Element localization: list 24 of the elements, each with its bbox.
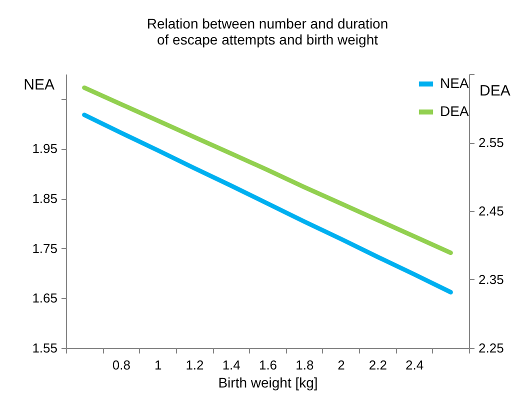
x-axis-title: Birth weight [kg]: [218, 374, 318, 390]
y-tick-label: 1.55: [32, 340, 58, 356]
chart-title: Relation between number and duration of escape attempts and birth weight: [146, 16, 388, 48]
y2-tick-label: 2.35: [478, 272, 504, 287]
x-tick-label: 1.8: [296, 358, 314, 372]
x-tick-label: 2: [338, 358, 345, 372]
y-tick-label: 1.95: [32, 141, 58, 156]
x-tick-label: 1.6: [258, 358, 278, 372]
y2-tick-label: 2.25: [478, 340, 504, 356]
y2-tick-label: 2.55: [478, 135, 504, 150]
y-tick-label: 1.65: [32, 290, 58, 306]
y2-axis-title: DEA: [480, 82, 510, 100]
x-tick-label: 2.4: [406, 358, 424, 372]
y-axis-title: NEA: [24, 76, 54, 94]
y-tick-label: 1.75: [32, 240, 58, 256]
x-tick-label: 1.2: [186, 358, 204, 372]
x-tick-label: 1: [154, 358, 162, 372]
x-tick-label: 0.8: [112, 358, 130, 372]
legend-label: DEA: [440, 103, 470, 119]
x-tick-label: 2.2: [368, 358, 387, 372]
x-tick-label: 1.4: [222, 358, 240, 372]
y-tick-label: 1.85: [32, 191, 58, 206]
y2-tick-label: 2.45: [478, 204, 504, 218]
legend-label: NEA: [440, 75, 470, 91]
